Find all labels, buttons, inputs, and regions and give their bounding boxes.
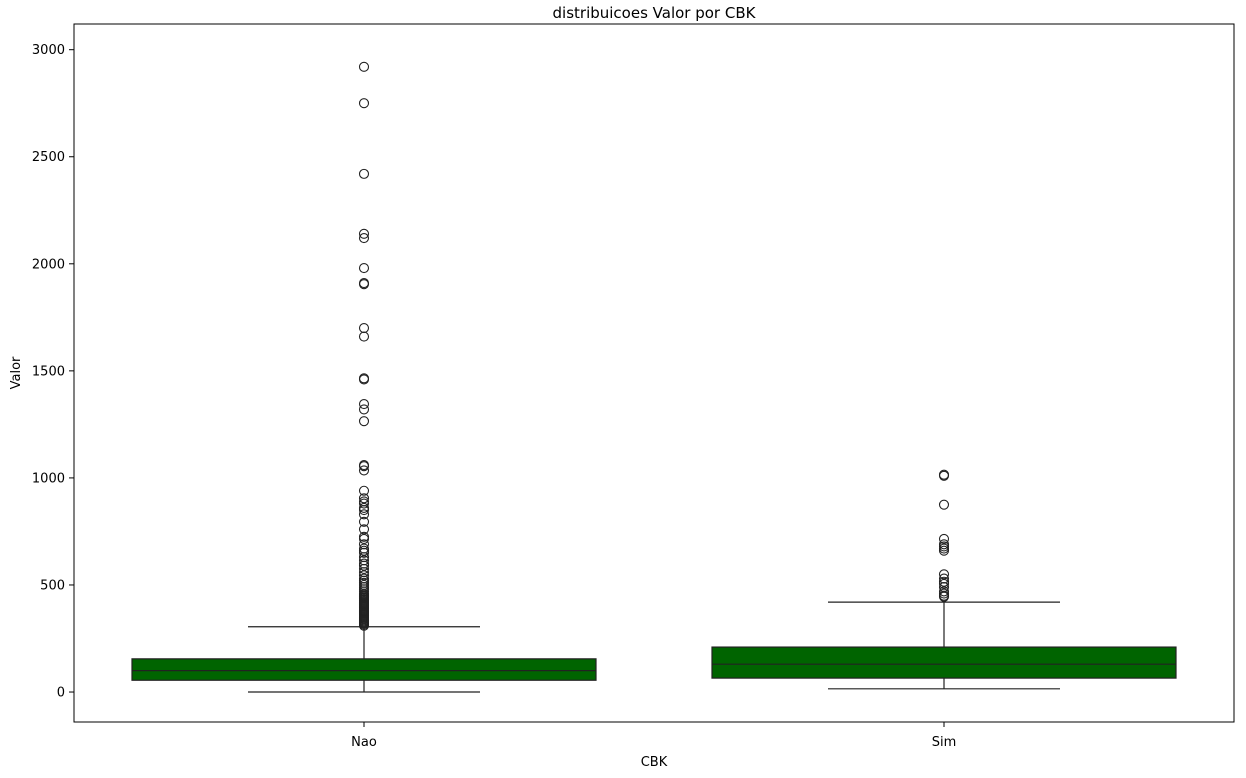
outlier-point [358,558,370,569]
outlier-point [938,539,950,550]
outlier-point [358,398,370,410]
outlier-point [358,404,370,415]
outlier-point [358,168,370,179]
outlier-point [358,573,370,584]
outlier-point [358,539,370,550]
iqr-box [711,646,1177,679]
outlier-point [938,533,950,544]
outlier-point [358,555,370,566]
outlier-point [358,416,370,427]
y-tick-label: 2500 [32,150,65,165]
outlier-point [358,543,370,554]
y-axis-ticks: 0 500 1000 1500 2000 2500 3000 Nao Sim [32,43,956,750]
outlier-point [938,586,950,597]
y-tick-label: 1000 [32,471,65,486]
box-nao [131,61,597,693]
y-tick-label: 500 [40,578,65,593]
outlier-point [938,499,950,510]
outlier-point [938,469,950,480]
outlier-point [358,524,370,535]
y-tick-label: 3000 [32,43,65,58]
outlier-point [358,533,370,544]
chart-title: distribuicoes Valor por CBK [553,4,757,22]
box-sim [711,469,1177,690]
plot-frame [73,23,1235,723]
outlier-point [358,278,370,289]
outlier-point [358,228,370,239]
outlier-point [358,331,370,342]
outlier-point [358,493,370,504]
outlier-point [938,576,950,587]
outlier-point [358,570,370,581]
outlier-point [358,509,370,520]
x-axis-label: CBK [641,755,668,770]
outlier-point [358,233,370,244]
y-tick-label: 0 [57,686,65,701]
plot-area [131,61,1177,693]
y-axis-label: Valor [9,356,24,389]
y-tick-label: 2000 [32,257,65,272]
outlier-point [358,322,370,334]
outlier-point [358,263,370,274]
outlier-point [938,573,950,584]
outlier-point [358,460,370,471]
y-tick-label: 1500 [32,364,65,379]
x-tick-label: Nao [351,735,377,750]
outlier-point [358,61,370,72]
x-tick-label: Sim [932,735,957,750]
outlier-point [938,569,950,580]
outlier-point [358,502,370,513]
outlier-point [358,516,370,527]
outlier-point [358,485,370,496]
outlier-point [358,98,370,109]
outlier-point [358,373,370,384]
iqr-box [131,658,597,681]
outlier-point [358,531,370,542]
outlier-point [358,465,370,476]
outlier-point [358,496,370,507]
